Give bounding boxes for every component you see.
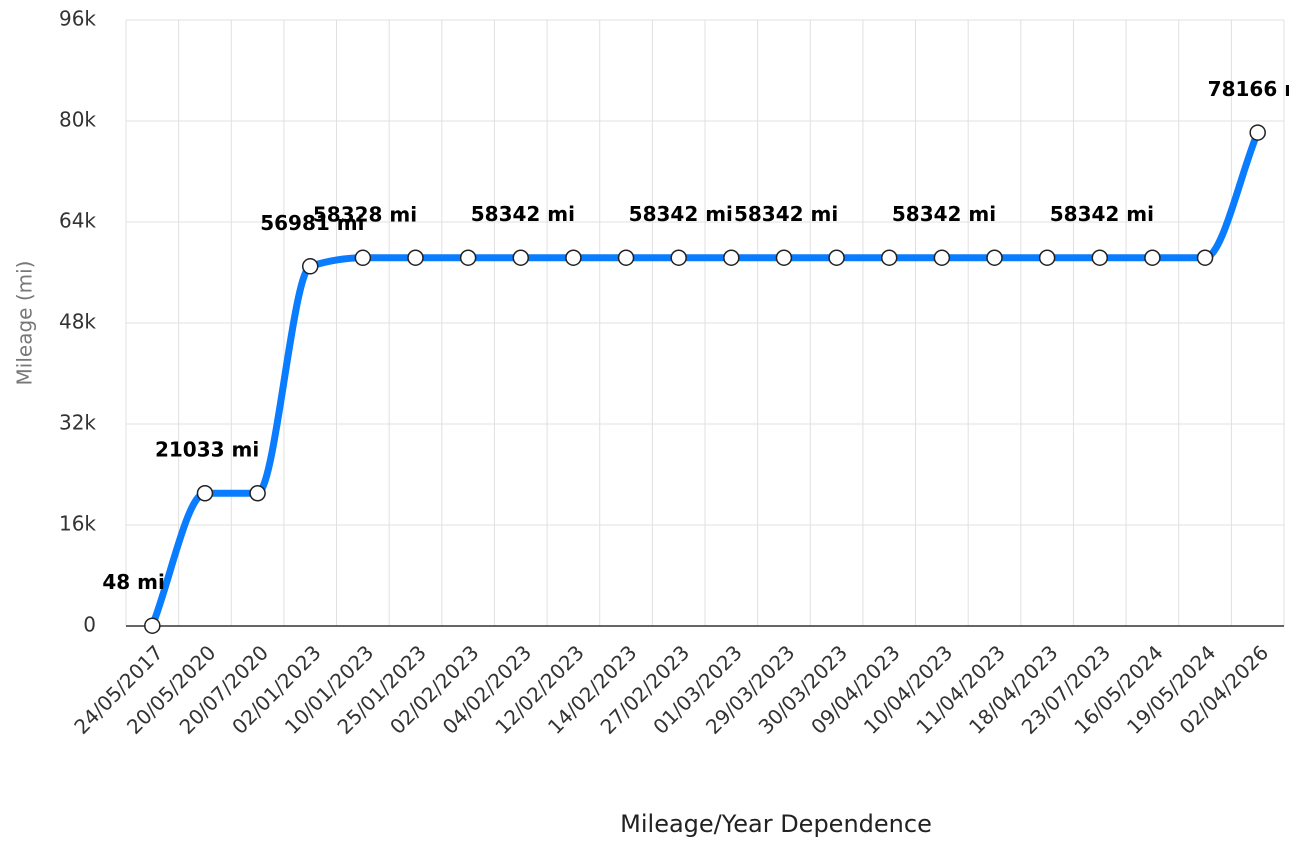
point bbox=[1038, 249, 1056, 266]
point bbox=[723, 249, 740, 266]
point bbox=[880, 249, 898, 266]
data-label: 58342 mi bbox=[734, 202, 838, 226]
point bbox=[407, 249, 424, 266]
y-tick-label: 0 bbox=[83, 613, 96, 637]
data-label: 78166 mi bbox=[1208, 77, 1289, 101]
data-label: 21033 mi bbox=[155, 438, 259, 462]
data-label: 58328 mi bbox=[313, 202, 417, 226]
y-tick-label: 96k bbox=[59, 7, 96, 31]
data-label: 56981 mi bbox=[260, 211, 364, 235]
point bbox=[933, 249, 951, 266]
point bbox=[144, 617, 161, 634]
point bbox=[512, 249, 530, 266]
y-tick-label: 80k bbox=[59, 108, 96, 132]
y-tick-label: 48k bbox=[59, 310, 96, 334]
point bbox=[301, 258, 319, 275]
point bbox=[354, 249, 372, 267]
point bbox=[565, 249, 582, 266]
point bbox=[1091, 249, 1109, 266]
data-label: 48 mi bbox=[102, 570, 164, 594]
chart-title: Mileage/Year Dependence bbox=[620, 810, 932, 838]
data-label: 58342 mi bbox=[471, 202, 575, 226]
point bbox=[1249, 124, 1266, 141]
point bbox=[249, 484, 266, 502]
data-label: 58342 mi bbox=[892, 202, 996, 226]
y-tick-label: 32k bbox=[59, 411, 96, 435]
point bbox=[828, 249, 845, 266]
point bbox=[196, 484, 214, 502]
data-label: 58342 mi bbox=[629, 202, 733, 226]
point bbox=[986, 249, 1003, 266]
point bbox=[1144, 249, 1161, 266]
point bbox=[617, 249, 635, 266]
y-axis-label: Mileage (mi) bbox=[13, 261, 37, 386]
data-label: 58342 mi bbox=[1050, 202, 1154, 226]
y-tick-label: 16k bbox=[59, 512, 96, 536]
point bbox=[1196, 249, 1214, 266]
y-tick-label: 64k bbox=[59, 209, 96, 233]
point bbox=[670, 249, 687, 266]
point bbox=[775, 249, 793, 266]
point bbox=[459, 249, 477, 266]
